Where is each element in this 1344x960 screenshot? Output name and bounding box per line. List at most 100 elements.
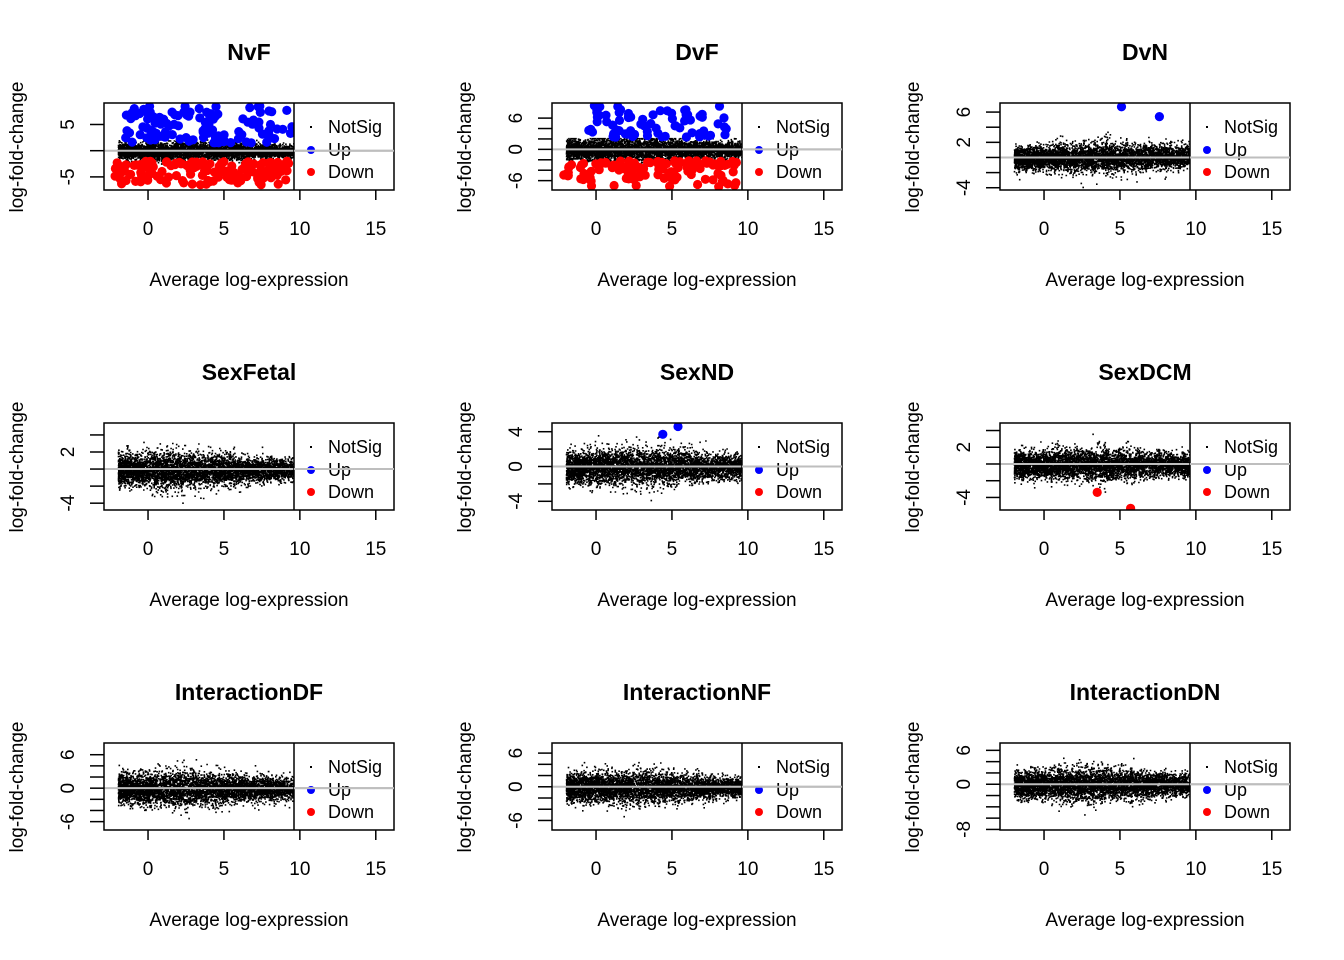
down-point — [187, 179, 197, 189]
legend-label-down: Down — [328, 802, 374, 822]
legend-notsig-marker — [758, 126, 760, 128]
panel-title: NvF — [227, 39, 270, 65]
up-point — [121, 110, 131, 120]
legend-down-marker — [307, 168, 315, 176]
legend-label-down: Down — [776, 482, 822, 502]
down-point — [179, 178, 189, 188]
x-tick-label: 5 — [1115, 219, 1126, 240]
legend-label-up: Up — [1224, 460, 1247, 480]
down-point — [273, 179, 283, 189]
x-axis: 0 5 10 15 — [143, 830, 386, 880]
down-point — [245, 166, 255, 176]
legend-label-notsig: NotSig — [328, 117, 382, 137]
up-point — [667, 114, 678, 124]
down-point — [673, 163, 683, 173]
up-point — [614, 115, 625, 125]
y-tick-label: 0 — [58, 783, 79, 794]
up-point — [175, 134, 185, 144]
up-point — [285, 128, 296, 138]
x-axis: 0 5 10 15 — [591, 190, 834, 240]
x-axis-label: Average log-expression — [149, 270, 348, 291]
up-point — [714, 103, 725, 111]
y-axis-label: log-fold-change — [7, 402, 28, 533]
legend-down-marker — [1203, 808, 1211, 816]
points-layer — [559, 103, 745, 190]
x-axis: 0 5 10 15 — [143, 190, 386, 240]
up-point — [642, 126, 652, 137]
x-tick-label: 5 — [219, 219, 230, 240]
up-point — [670, 121, 680, 131]
down-point — [1092, 487, 1102, 497]
down-point — [129, 160, 139, 170]
y-axis: -4 2 6 — [954, 107, 1000, 196]
y-axis: -8 0 6 — [954, 745, 1000, 838]
points-layer — [565, 423, 745, 502]
down-point — [115, 174, 125, 184]
y-tick-label: 6 — [954, 745, 975, 756]
up-point — [613, 103, 623, 112]
up-point — [651, 123, 661, 133]
down-point — [695, 163, 705, 174]
panel-title: DvN — [1122, 39, 1168, 65]
points-layer — [117, 441, 297, 504]
legend-label-notsig: NotSig — [776, 437, 830, 457]
y-tick-label: 6 — [58, 749, 79, 760]
panel-title: InteractionDN — [1070, 679, 1221, 705]
legend-label-up: Up — [1224, 780, 1247, 800]
legend-down-marker — [307, 808, 315, 816]
legend-label-notsig: NotSig — [1224, 757, 1278, 777]
up-point — [122, 126, 132, 136]
y-tick-label: 2 — [954, 137, 975, 148]
x-tick-label: 10 — [289, 539, 310, 560]
y-tick-label: -5 — [58, 168, 79, 185]
x-tick-label: 5 — [667, 539, 678, 560]
down-point — [609, 180, 619, 190]
x-tick-label: 10 — [289, 219, 310, 240]
x-tick-label: 10 — [737, 539, 758, 560]
down-point — [235, 172, 245, 183]
y-tick-label: -6 — [506, 812, 527, 829]
plot-frame — [103, 742, 395, 831]
x-axis: 0 5 10 15 — [591, 830, 834, 880]
up-point — [195, 113, 205, 123]
y-axis-label: log-fold-change — [455, 402, 476, 533]
legend-label-notsig: NotSig — [776, 757, 830, 777]
down-point — [659, 173, 669, 183]
up-point — [129, 104, 139, 114]
legend-label-up: Up — [328, 780, 351, 800]
plot-frame — [103, 102, 395, 191]
points-layer — [117, 759, 297, 820]
up-point — [695, 132, 705, 142]
down-point — [578, 158, 589, 169]
legend-notsig-marker — [310, 126, 312, 128]
y-axis: -4 2 — [954, 429, 1000, 506]
x-tick-label: 15 — [365, 219, 386, 240]
y-tick-label: 6 — [506, 113, 527, 124]
down-point — [1126, 503, 1136, 510]
down-point — [596, 158, 606, 168]
legend-down-marker — [1203, 488, 1211, 496]
legend-label-notsig: NotSig — [328, 757, 382, 777]
up-point — [211, 103, 221, 112]
y-tick-label: -6 — [58, 813, 79, 830]
down-point — [661, 159, 671, 169]
up-point — [170, 110, 180, 120]
legend-notsig-marker — [1206, 126, 1208, 128]
down-point — [727, 157, 738, 167]
y-axis-label: log-fold-change — [903, 402, 924, 533]
up-point — [658, 429, 668, 439]
x-axis-label: Average log-expression — [597, 590, 796, 611]
x-tick-label: 5 — [1115, 859, 1126, 880]
x-tick-label: 0 — [591, 539, 602, 560]
down-point — [586, 181, 597, 190]
up-point — [660, 131, 670, 141]
up-point — [142, 123, 152, 133]
down-point — [177, 159, 187, 169]
up-point — [611, 132, 621, 142]
x-tick-label: 15 — [813, 219, 834, 240]
up-point — [264, 134, 274, 144]
down-point — [714, 182, 724, 190]
